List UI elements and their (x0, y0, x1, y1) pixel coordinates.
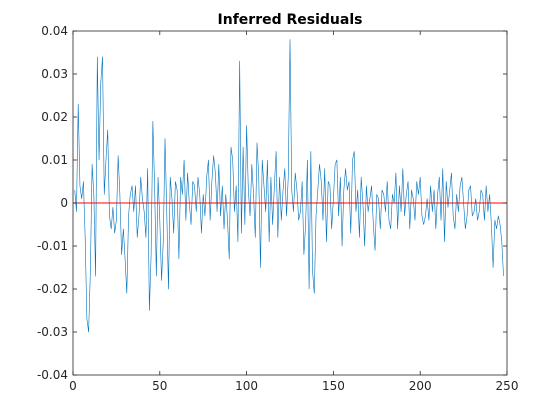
x-tick-label: 100 (235, 379, 258, 393)
series-line-residuals (74, 39, 504, 333)
y-tick-label: 0.03 (41, 67, 68, 81)
y-tick-label: -0.03 (37, 325, 68, 339)
y-tick-label: -0.01 (37, 239, 68, 253)
x-tick-label: 250 (496, 379, 519, 393)
plot-area: 0 50 100 150 200 250 -0.04 -0.03 -0.02 -0.01 0 0.01… (37, 24, 519, 393)
chart-title: Inferred Residuals (218, 12, 363, 28)
y-tick-label: 0.02 (41, 110, 68, 124)
y-tick-label: -0.04 (37, 368, 68, 382)
y-tick-label: 0 (60, 196, 68, 210)
y-tick-label: 0.01 (41, 153, 68, 167)
x-tick-label: 200 (409, 379, 432, 393)
x-tick-label: 150 (322, 379, 345, 393)
x-tick-label: 0 (69, 379, 77, 393)
x-tick-label: 50 (152, 379, 167, 393)
y-tick-label: -0.02 (37, 282, 68, 296)
y-tick-label: 0.04 (41, 24, 68, 38)
